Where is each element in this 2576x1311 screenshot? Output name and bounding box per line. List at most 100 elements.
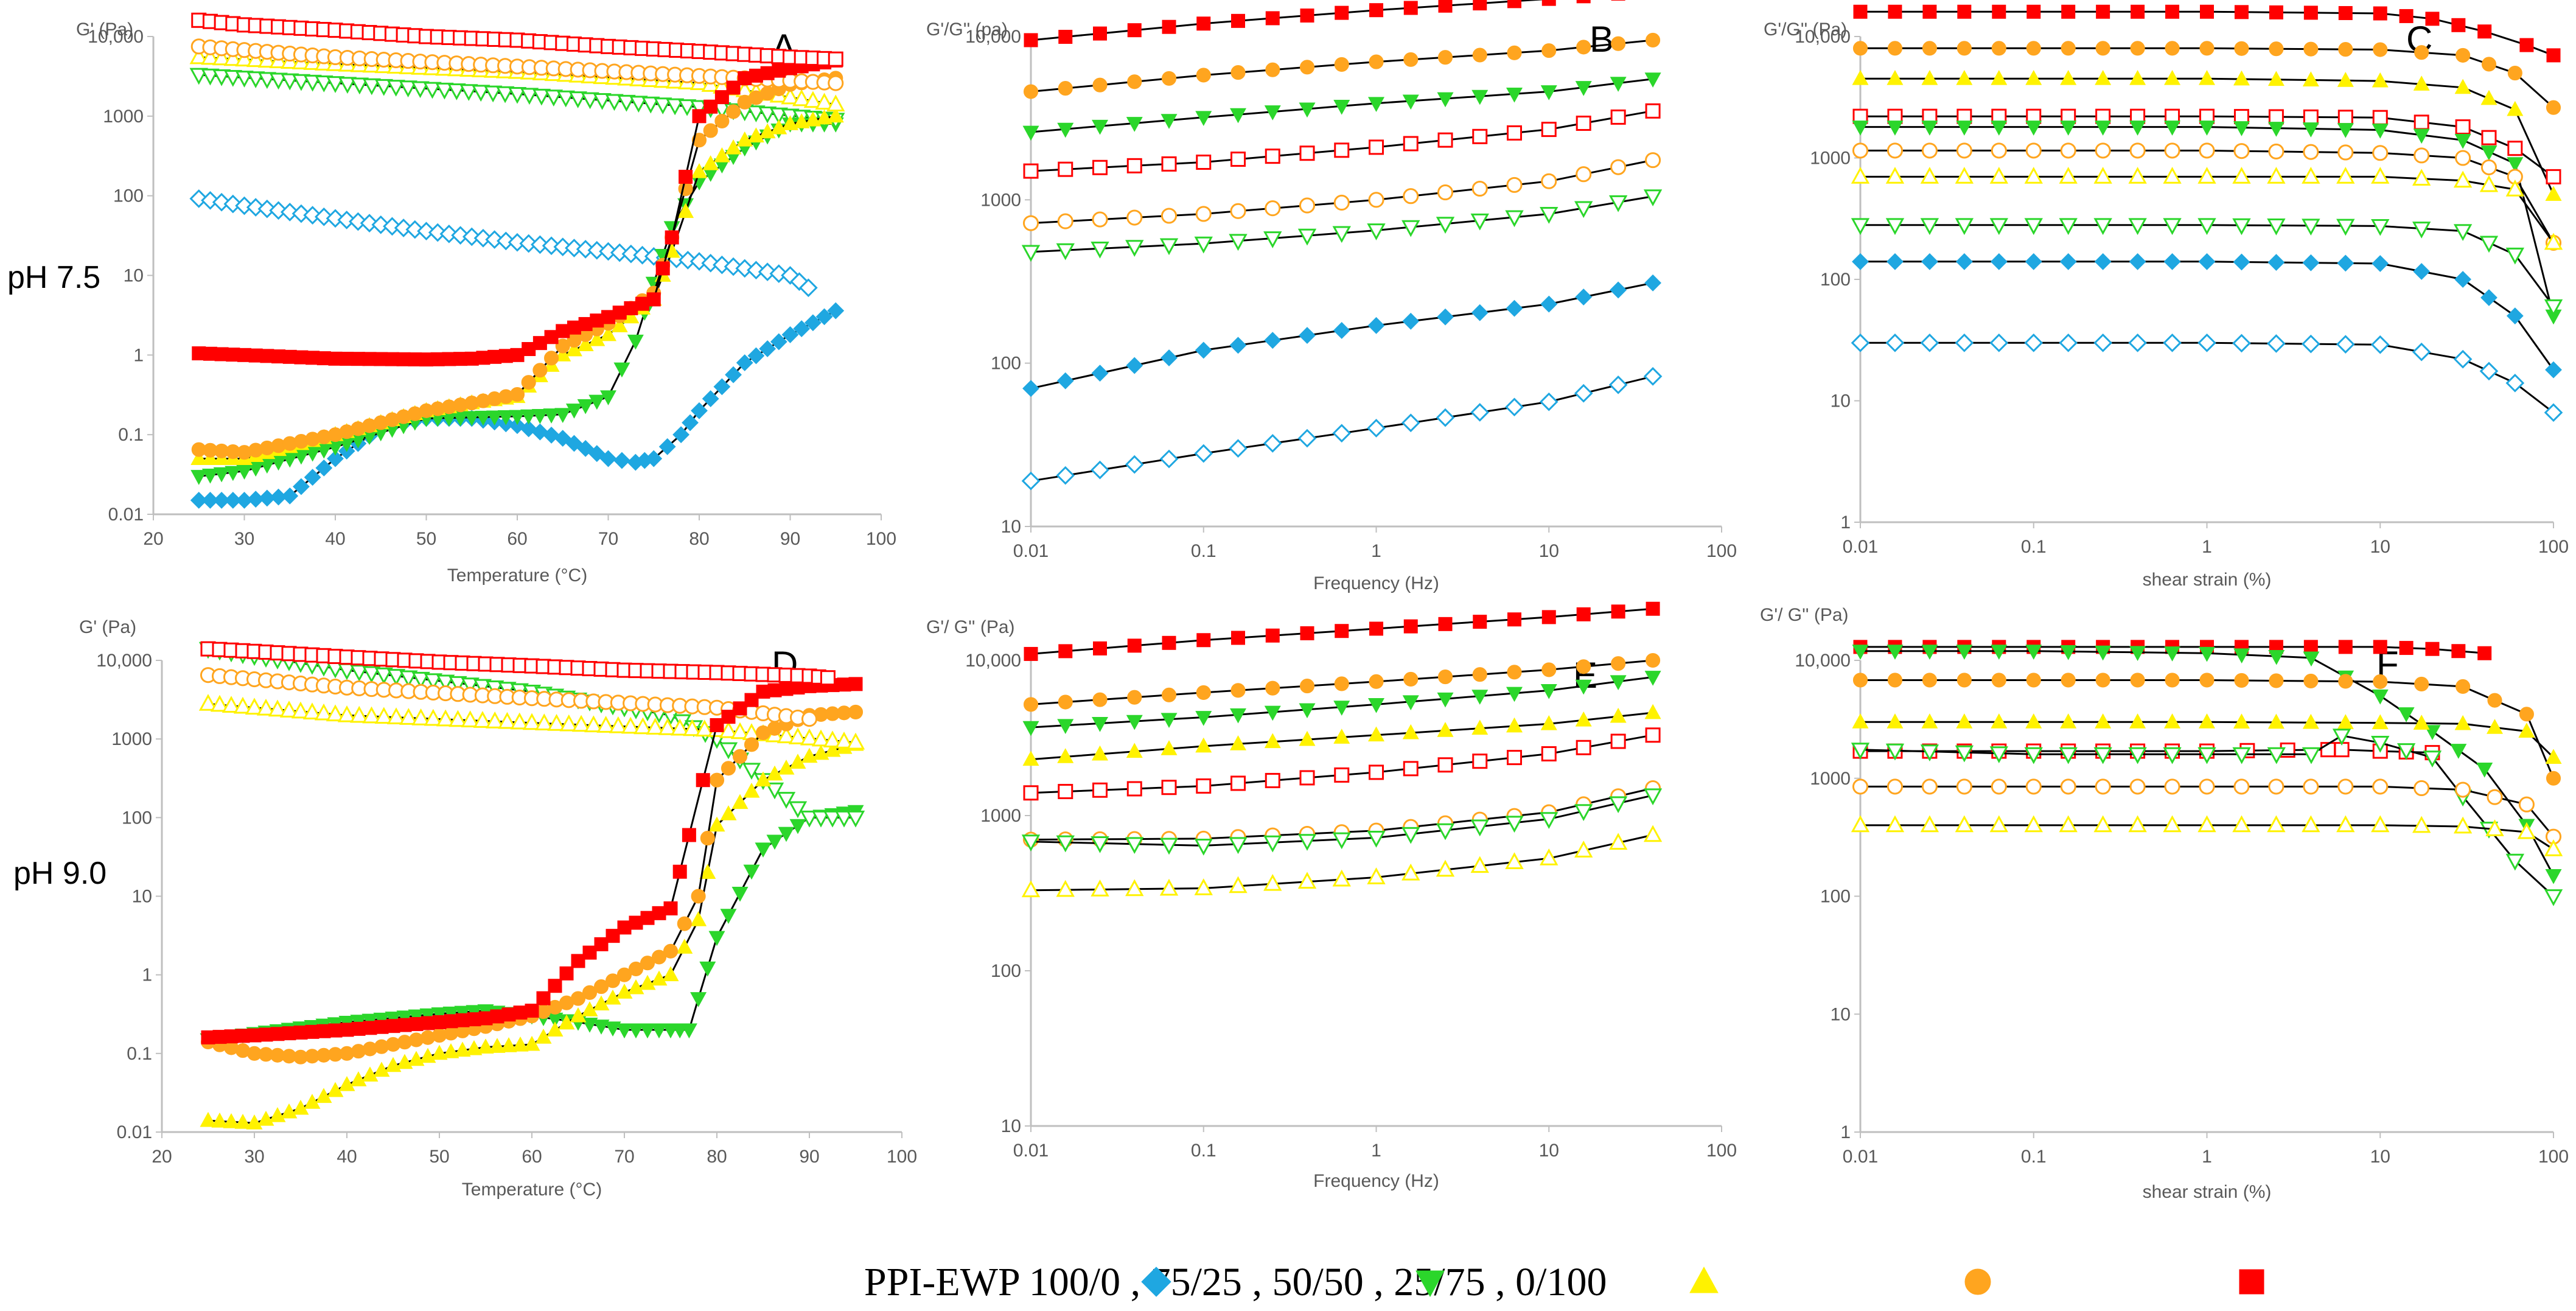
data-point <box>1092 745 1108 761</box>
data-point <box>770 333 787 351</box>
data-point <box>1644 274 1661 292</box>
data-point <box>1576 659 1591 674</box>
data-point <box>2060 713 2077 729</box>
data-point <box>1230 152 1246 167</box>
data-point <box>2060 142 2076 159</box>
data-point <box>2451 644 2466 659</box>
series-50-50-g- <box>1021 825 1663 898</box>
data-point <box>702 390 719 407</box>
data-point <box>459 84 478 101</box>
data-point <box>1851 167 1870 184</box>
data-point <box>1265 680 1280 696</box>
data-point <box>2128 333 2147 352</box>
data-point <box>1230 708 1246 724</box>
data-point <box>314 703 333 721</box>
data-point <box>498 711 517 729</box>
series-75-25-g- <box>1022 72 1661 141</box>
x-tick-label: 0.01 <box>1843 1147 1878 1167</box>
data-point <box>1367 867 1386 884</box>
data-point <box>201 492 219 509</box>
data-point <box>245 697 264 715</box>
data-point <box>2399 641 2414 656</box>
data-point <box>815 93 834 110</box>
data-point <box>605 973 621 988</box>
data-point <box>576 240 595 259</box>
data-point <box>2455 150 2471 166</box>
data-point <box>2332 729 2351 746</box>
data-point <box>1437 692 1454 708</box>
data-point <box>621 716 640 734</box>
data-point <box>2095 645 2112 661</box>
data-point <box>2233 121 2250 136</box>
data-point <box>730 722 750 739</box>
data-point <box>2059 333 2078 352</box>
data-point <box>525 1004 539 1018</box>
data-point <box>2164 69 2181 85</box>
series-50-50-g- <box>1022 704 1661 766</box>
data-point <box>703 123 718 138</box>
data-point <box>2372 255 2389 272</box>
data-point <box>1921 69 1938 85</box>
data-point <box>2095 142 2111 159</box>
data-point <box>1022 750 1039 766</box>
data-point <box>1196 16 1211 31</box>
y-tick-label: 100 <box>122 808 152 828</box>
data-point <box>1196 685 1211 700</box>
data-point <box>399 80 417 97</box>
data-point <box>532 88 551 106</box>
x-tick-label: 0.1 <box>1191 541 1216 561</box>
data-point <box>2372 778 2389 795</box>
data-point <box>2094 253 2112 270</box>
fit-line <box>1860 260 2555 371</box>
panel-D: 0.01 0.1 1 10 100 1000 10,000 20 30 40 50 60 70 80 90 1… <box>79 617 917 1200</box>
data-point <box>1470 213 1489 231</box>
data-point <box>2518 796 2535 813</box>
data-point <box>2163 218 2182 236</box>
data-point <box>1956 121 1973 136</box>
data-point <box>2025 713 2042 729</box>
data-point <box>190 450 208 465</box>
data-point <box>2268 778 2285 795</box>
data-point <box>1540 207 1559 224</box>
series-0-100-g-heating <box>192 53 843 367</box>
data-point <box>2338 5 2353 20</box>
data-point <box>827 107 844 123</box>
data-point <box>350 1071 367 1086</box>
data-point <box>1368 192 1384 208</box>
data-point <box>1920 744 1939 762</box>
data-point <box>536 991 551 1005</box>
data-point <box>1610 159 1627 175</box>
data-point <box>1023 697 1039 712</box>
data-point <box>747 347 765 365</box>
data-point <box>2233 648 2250 664</box>
data-point <box>2544 839 2563 856</box>
data-point <box>466 1040 483 1055</box>
data-point <box>1229 439 1248 458</box>
data-point <box>1920 815 1939 833</box>
data-point <box>577 399 594 414</box>
data-point <box>362 706 381 724</box>
data-point <box>2506 307 2524 324</box>
data-point <box>1505 210 1524 228</box>
data-point <box>820 670 836 686</box>
data-point <box>690 992 707 1007</box>
data-point <box>1196 778 1212 794</box>
data-point <box>565 239 584 257</box>
data-point <box>1438 617 1453 631</box>
data-point <box>532 363 548 378</box>
data-point <box>2024 333 2044 352</box>
data-point <box>553 237 573 256</box>
data-point <box>594 937 609 951</box>
data-point <box>2163 815 2182 833</box>
data-point <box>2505 247 2525 265</box>
data-point <box>201 468 218 484</box>
data-point <box>682 828 696 842</box>
x-axis-label: Temperature (°C) <box>462 1180 602 1200</box>
data-point <box>1851 218 1870 236</box>
data-point <box>2372 72 2389 88</box>
data-point <box>611 317 628 332</box>
data-point <box>714 113 730 129</box>
data-point <box>2233 253 2250 271</box>
fit-line <box>1860 735 2555 897</box>
data-point <box>281 73 299 91</box>
